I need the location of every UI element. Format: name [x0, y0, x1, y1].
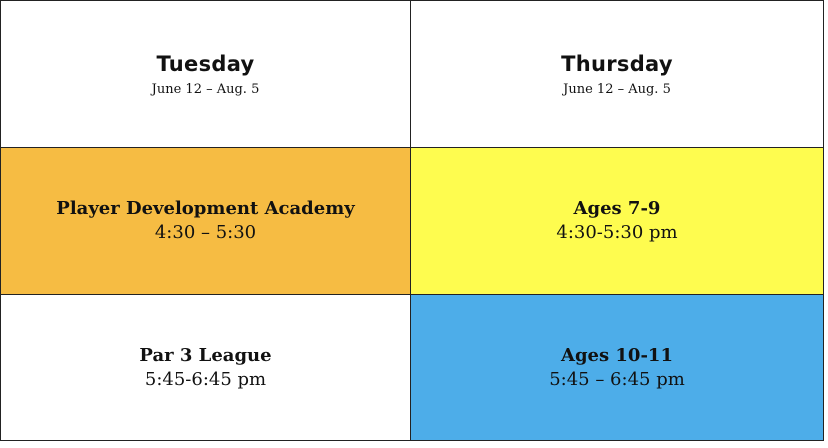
session-time: 5:45 – 6:45 pm [549, 368, 685, 390]
tuesday-header-cell: Tuesday June 12 – Aug. 5 [0, 0, 411, 148]
session-time: 4:30 – 5:30 [154, 222, 257, 243]
session-title: Ages 7-9 [573, 198, 661, 219]
day-dates: June 12 – Aug. 5 [563, 81, 671, 97]
day-dates: June 12 – Aug. 5 [151, 81, 260, 97]
session-title: Ages 10-11 [561, 344, 673, 366]
session-time: 4:30-5:30 pm [556, 222, 678, 243]
session-title: Player Development Academy [56, 198, 355, 219]
session-cell-ages-10-11: Ages 10-11 5:45 – 6:45 pm [410, 294, 824, 441]
session-row: Par 3 League 5:45-6:45 pm Ages 10-11 5:4… [0, 294, 824, 441]
session-cell-player-development: Player Development Academy 4:30 – 5:30 [0, 147, 411, 295]
day-title: Thursday [561, 51, 673, 76]
schedule-table: Tuesday June 12 – Aug. 5 Thursday June 1… [0, 0, 824, 441]
session-title: Par 3 League [139, 344, 272, 366]
thursday-header-cell: Thursday June 12 – Aug. 5 [410, 0, 824, 148]
header-row: Tuesday June 12 – Aug. 5 Thursday June 1… [0, 0, 824, 148]
session-cell-ages-7-9: Ages 7-9 4:30-5:30 pm [410, 147, 824, 295]
session-row: Player Development Academy 4:30 – 5:30 A… [0, 147, 824, 295]
session-cell-par-3-league: Par 3 League 5:45-6:45 pm [0, 294, 411, 441]
session-time: 5:45-6:45 pm [144, 368, 267, 390]
day-title: Tuesday [156, 51, 255, 76]
